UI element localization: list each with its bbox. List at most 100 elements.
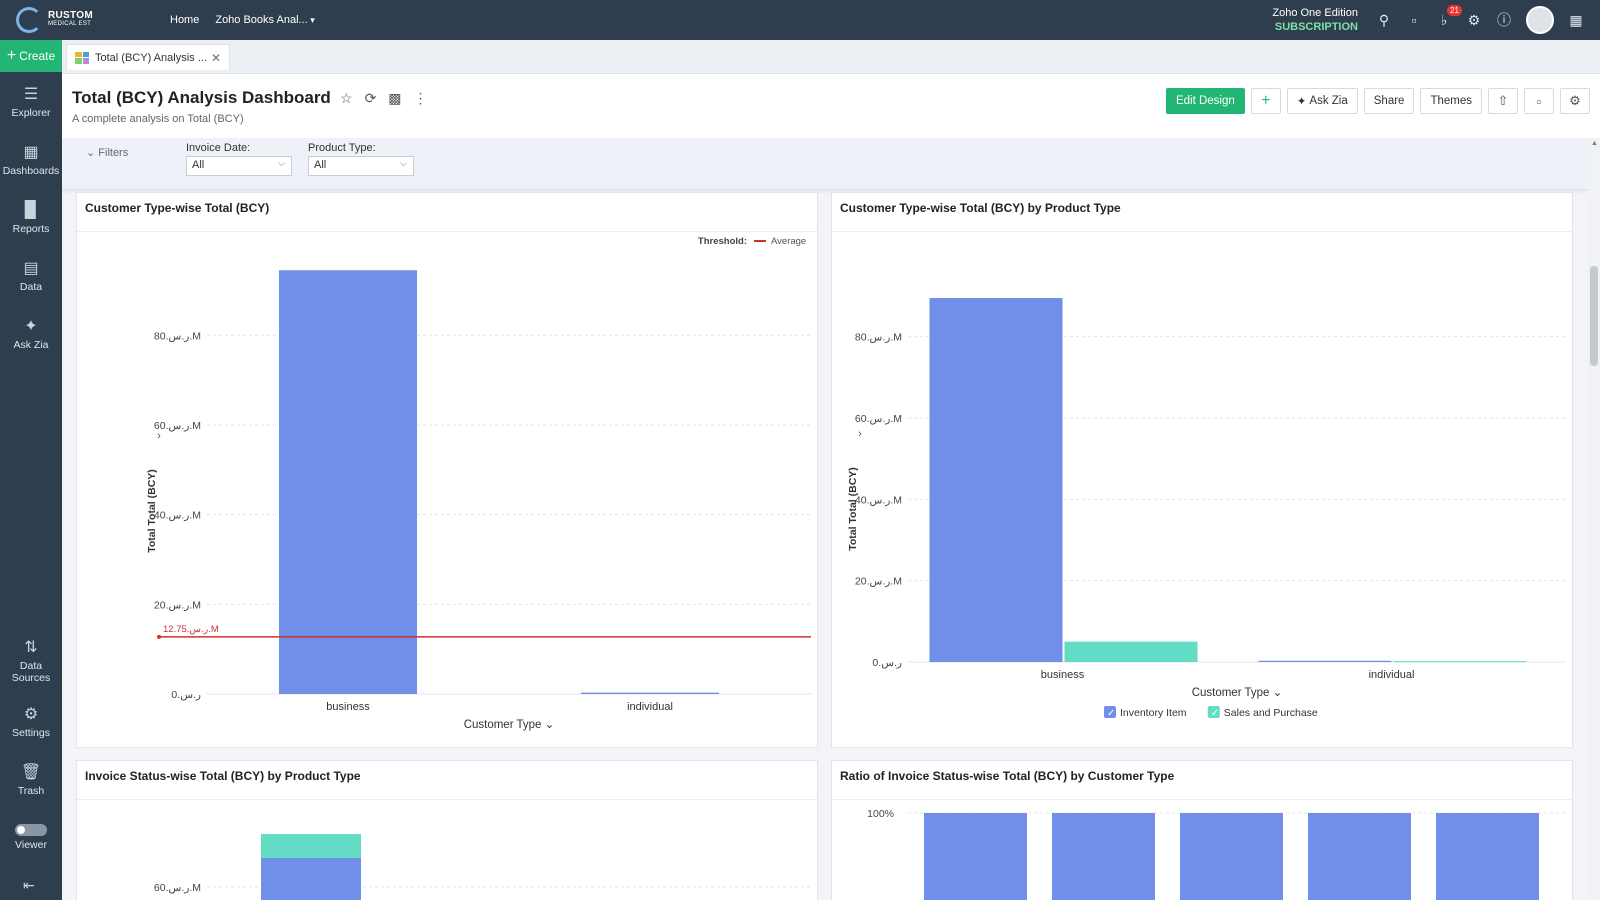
- ask-zia-label: Ask Zia: [1309, 95, 1348, 107]
- bell-icon[interactable]: ♭ 21: [1436, 5, 1462, 28]
- legend-swatch: [1207, 706, 1220, 718]
- reports-icon: ▉: [24, 201, 38, 219]
- collapse-sidebar-icon[interactable]: ⇤: [23, 877, 35, 893]
- edition-info: Zoho One Edition SUBSCRIPTION: [1272, 6, 1358, 34]
- sidebar-item-data[interactable]: ▤ Data: [0, 246, 62, 304]
- y-tick-label: 40.ر.س.M: [855, 494, 902, 506]
- chart-customer-type-by-product: 0.ر.س 20.ر.س.M 40.ر.س.M 60.ر.س.M 80.ر.س.M Tot…: [847, 298, 1566, 719]
- gear-icon: ⚙: [1569, 93, 1581, 108]
- widget-title: Customer Type-wise Total (BCY): [85, 201, 270, 215]
- threshold-label: Threshold:: [698, 236, 747, 247]
- scroll-up-icon[interactable]: ▲: [1591, 140, 1598, 147]
- create-label: Create: [19, 49, 56, 63]
- dashboard-header: Total (BCY) Analysis Dashboard A complet…: [62, 74, 1600, 138]
- sidebar-item-ask-zia[interactable]: ✦ Ask Zia: [0, 304, 62, 362]
- bar-individual: [581, 692, 719, 694]
- threshold-value-label: 12.75.ر.س.M: [163, 624, 219, 635]
- edit-design-button[interactable]: Edit Design: [1165, 88, 1245, 114]
- refresh-icon[interactable]: ⟳: [364, 90, 377, 106]
- sidebar-bottom-group: ⇅ Data Sources ⚙ Settings 🗑 Trash Viewer: [0, 628, 62, 866]
- brand-logo[interactable]: RUSTOM MEDICAL EST: [0, 7, 150, 33]
- avatar[interactable]: [1526, 6, 1554, 34]
- close-icon[interactable]: ✕: [210, 50, 221, 65]
- bar-business: [279, 270, 417, 694]
- sidebar-item-viewer[interactable]: Viewer: [0, 808, 62, 866]
- sidebar-item-reports[interactable]: ▉ Reports: [0, 188, 62, 246]
- tab-dashboard[interactable]: Total (BCY) Analysis ... ✕: [66, 44, 230, 70]
- sidebar-item-settings[interactable]: ⚙ Settings: [0, 692, 62, 750]
- dashboard-tab-icon: [75, 51, 89, 64]
- invoice-date-label: Invoice Date:: [186, 142, 251, 154]
- chevron-right-icon: ›: [858, 428, 862, 440]
- save-icon[interactable]: ▩: [388, 90, 402, 106]
- tab-strip: Total (BCY) Analysis ... ✕: [62, 40, 1600, 74]
- y-tick-label: 80.ر.س.M: [154, 330, 201, 342]
- plus-icon: +: [6, 47, 17, 64]
- bar-ratio: [924, 813, 1027, 900]
- more-options-icon[interactable]: ⋮: [413, 90, 428, 106]
- add-widget-button[interactable]: +: [1250, 88, 1281, 114]
- sidebar-item-dashboards[interactable]: ▦ Dashboards: [0, 130, 62, 188]
- bar-inventory-item: [261, 858, 361, 900]
- apps-grid-icon[interactable]: ▦: [1569, 11, 1583, 28]
- settings-icon: ⚙: [23, 705, 39, 723]
- logo-icon: [16, 7, 42, 33]
- checkbox-check-icon: ✓: [1211, 708, 1219, 719]
- invoice-date-filter: Invoice Date: All: [186, 142, 292, 176]
- sidebar-item-label: Reports: [12, 222, 50, 235]
- chart-ratio-invoice-status: 100%: [867, 808, 1566, 900]
- sidebar-item-label: Data: [19, 280, 43, 293]
- comments-button[interactable]: ▫: [1524, 88, 1554, 114]
- widget-title: Ratio of Invoice Status-wise Total (BCY)…: [840, 769, 1175, 783]
- product-type-select[interactable]: All: [308, 156, 414, 176]
- data-sources-icon: ⇅: [24, 638, 38, 656]
- filters-toggle[interactable]: ⌄ Filters: [86, 146, 128, 159]
- bar-ratio: [1052, 813, 1155, 900]
- chat-icon[interactable]: ▫: [1411, 12, 1417, 28]
- help-icon[interactable]: ⓘ: [1497, 12, 1511, 28]
- ask-zia-button[interactable]: ✦ Ask Zia: [1286, 88, 1358, 114]
- x-tick-label: business: [1041, 669, 1085, 681]
- sidebar-item-label: Explorer: [11, 106, 51, 119]
- nav-home[interactable]: Home: [170, 14, 200, 26]
- sidebar-item-trash[interactable]: 🗑 Trash: [0, 750, 62, 808]
- star-icon[interactable]: ☆: [340, 90, 353, 106]
- invoice-date-select[interactable]: All: [186, 156, 292, 176]
- settings-button[interactable]: ⚙: [1560, 88, 1590, 114]
- y-tick-label: 20.ر.س.M: [154, 599, 201, 611]
- widget-title: Customer Type-wise Total (BCY) by Produc…: [840, 201, 1121, 215]
- scrollbar-thumb[interactable]: [1590, 266, 1598, 366]
- sidebar-item-label: Settings: [12, 726, 50, 739]
- sidebar-item-label: Trash: [17, 784, 45, 797]
- sidebar-item-data-sources[interactable]: ⇅ Data Sources: [0, 628, 62, 692]
- sidebar-item-explorer[interactable]: ☰ Explorer: [0, 72, 62, 130]
- y-tick-label: 0.ر.س: [872, 657, 902, 669]
- explorer-icon: ☰: [23, 85, 39, 103]
- product-type-label: Product Type:: [308, 142, 376, 154]
- sidebar-item-label: Viewer: [15, 838, 47, 851]
- x-axis-label: Customer Type ⌄: [464, 719, 555, 731]
- y-tick-label: 20.ر.س.M: [855, 576, 902, 588]
- sidebar-item-label: Ask Zia: [13, 338, 49, 351]
- nav-workspace-dropdown[interactable]: Zoho Books Anal...: [215, 14, 314, 26]
- viewer-toggle[interactable]: [15, 823, 47, 836]
- widget-title: Invoice Status-wise Total (BCY) by Produ…: [85, 769, 361, 783]
- x-tick-label: business: [326, 701, 370, 713]
- search-icon[interactable]: ⚲: [1378, 11, 1390, 28]
- y-tick-label: 60.ر.س.M: [855, 413, 902, 425]
- export-button[interactable]: ⇧: [1488, 88, 1518, 114]
- share-button[interactable]: Share: [1363, 88, 1415, 114]
- zia-icon: ✦: [24, 317, 38, 335]
- sidebar-item-label: Sources: [11, 671, 51, 684]
- page-title: Total (BCY) Analysis Dashboard: [72, 88, 331, 107]
- bar-business-sales-and-purchase: [1064, 641, 1198, 662]
- legend-label: Inventory Item: [1120, 707, 1187, 719]
- x-tick-label: individual: [1369, 669, 1415, 681]
- create-button[interactable]: + Create: [0, 40, 62, 72]
- legend-swatch: [1104, 706, 1116, 718]
- comment-icon: ▫: [1536, 93, 1542, 109]
- themes-button[interactable]: Themes: [1420, 88, 1482, 114]
- gear-icon[interactable]: ⚙: [1467, 11, 1481, 28]
- subscription-link[interactable]: SUBSCRIPTION: [1274, 21, 1358, 33]
- page-scrollbar[interactable]: ▲: [1588, 138, 1600, 900]
